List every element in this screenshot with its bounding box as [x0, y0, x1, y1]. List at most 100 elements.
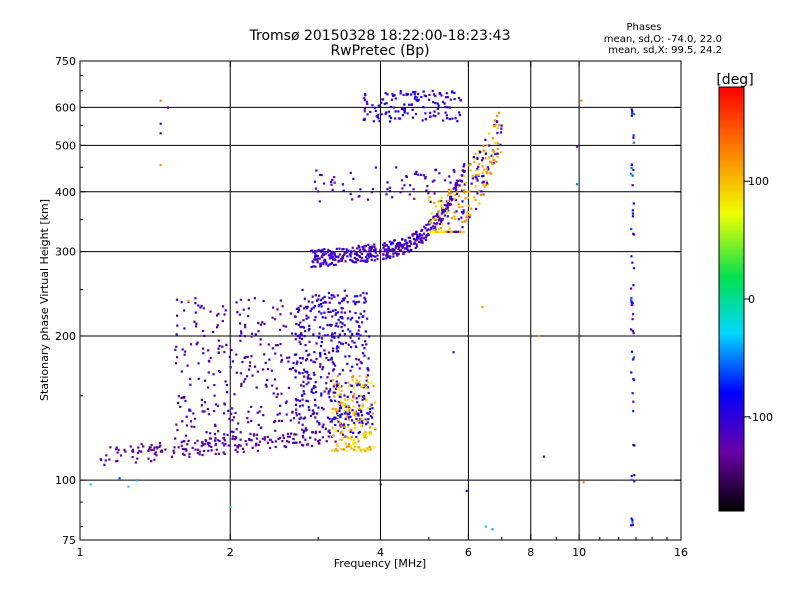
scatter-point — [356, 437, 360, 440]
scatter-point — [463, 191, 466, 194]
scatter-point — [344, 355, 347, 358]
scatter-point — [262, 299, 265, 303]
scatter-point — [357, 414, 360, 417]
scatter-point — [352, 431, 355, 434]
scatter-point — [317, 190, 320, 193]
scatter-point — [264, 361, 267, 364]
scatter-point — [368, 445, 372, 448]
scatter-point — [439, 204, 442, 207]
scatter-point — [362, 432, 365, 435]
scatter-point — [344, 442, 348, 445]
scatter-point — [295, 322, 298, 326]
scatter-point — [340, 448, 343, 451]
scatter-point — [453, 91, 456, 94]
scatter-point — [371, 422, 374, 426]
scatter-point — [458, 184, 461, 187]
scatter-point — [537, 334, 540, 338]
scatter-point — [354, 441, 357, 444]
scatter-point — [393, 94, 396, 97]
scatter-point — [350, 428, 353, 432]
scatter-point — [343, 409, 346, 412]
scatter-point — [186, 364, 189, 367]
scatter-point — [413, 197, 416, 200]
scatter-point — [306, 400, 310, 403]
scatter-point — [358, 421, 361, 424]
scatter-point — [281, 440, 284, 443]
scatter-point — [181, 396, 185, 399]
scatter-point — [302, 385, 305, 388]
scatter-point — [361, 321, 364, 324]
scatter-point — [292, 437, 295, 441]
scatter-point — [351, 384, 354, 387]
scatter-point — [236, 311, 239, 314]
scatter-point — [258, 440, 262, 443]
scatter-point — [328, 296, 331, 299]
scatter-point — [361, 402, 364, 406]
scatter-point — [440, 94, 443, 97]
scatter-point — [398, 246, 401, 249]
scatter-point — [186, 443, 189, 446]
scatter-point — [215, 314, 219, 317]
scatter-point — [448, 175, 451, 178]
scatter-point — [247, 307, 250, 310]
x-tick-label: 2 — [227, 546, 234, 559]
scatter-point — [433, 222, 436, 225]
scatter-point — [386, 181, 389, 184]
x-tick-label: 16 — [674, 546, 688, 559]
scatter-point — [361, 344, 364, 347]
scatter-point — [474, 175, 477, 178]
scatter-point — [306, 371, 309, 374]
scatter-point — [334, 409, 337, 413]
scatter-point — [239, 330, 243, 333]
scatter-point — [314, 381, 317, 384]
scatter-point — [462, 210, 465, 213]
scatter-point — [449, 196, 452, 199]
scatter-point — [308, 340, 311, 343]
scatter-point — [455, 188, 458, 192]
scatter-point — [465, 216, 468, 219]
scatter-point — [331, 332, 334, 335]
scatter-point — [404, 242, 408, 245]
scatter-point — [348, 253, 351, 256]
scatter-point — [323, 295, 326, 298]
scatter-point — [437, 200, 440, 203]
scatter-point — [387, 245, 390, 249]
scatter-point — [434, 216, 437, 220]
scatter-point — [357, 431, 360, 435]
scatter-point — [372, 255, 375, 258]
scatter-point — [436, 102, 439, 105]
scatter-point — [351, 198, 354, 201]
scatter-point — [435, 223, 438, 226]
scatter-point — [308, 408, 311, 412]
scatter-point — [631, 212, 635, 215]
scatter-point — [360, 424, 363, 427]
scatter-point — [150, 448, 153, 452]
scatter-point — [356, 382, 359, 385]
scatter-point — [386, 256, 389, 259]
scatter-point — [424, 117, 427, 121]
scatter-point — [422, 90, 425, 93]
scatter-point — [195, 322, 198, 325]
scatter-point — [477, 165, 480, 168]
scatter-point — [346, 250, 349, 253]
scatter-point — [357, 419, 360, 422]
scatter-point — [440, 196, 443, 199]
scatter-point — [394, 97, 397, 100]
scatter-point — [474, 185, 477, 188]
scatter-point — [473, 196, 476, 199]
scatter-point — [367, 381, 370, 384]
scatter-point — [427, 98, 431, 101]
scatter-point — [340, 389, 343, 392]
scatter-point — [274, 352, 277, 355]
scatter-point — [355, 417, 358, 421]
scatter-point — [340, 439, 343, 442]
scatter-point — [383, 250, 386, 253]
scatter-point — [280, 392, 283, 395]
scatter-point — [348, 310, 352, 313]
scatter-point — [183, 353, 186, 356]
scatter-point — [193, 320, 196, 323]
scatter-point — [425, 223, 428, 226]
scatter-point — [311, 260, 314, 263]
scatter-point — [174, 348, 177, 351]
